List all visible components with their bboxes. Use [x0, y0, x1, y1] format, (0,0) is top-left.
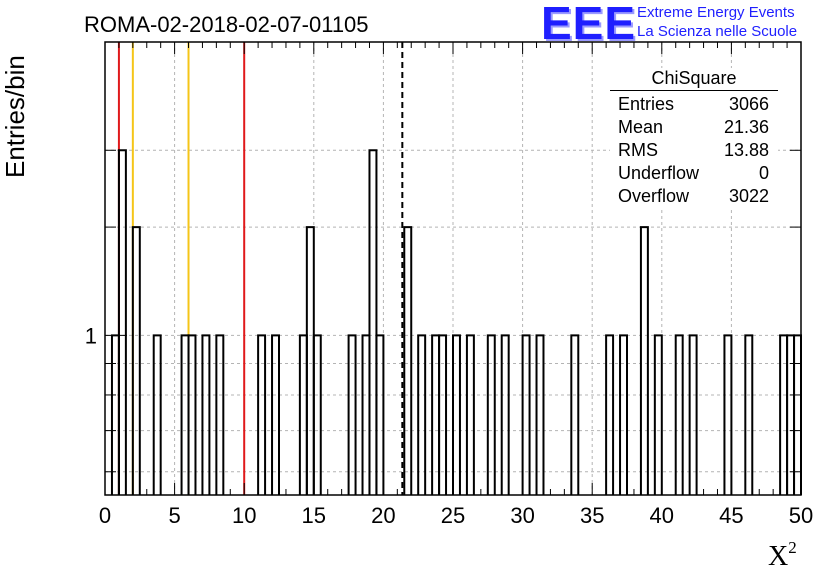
x-tick-label: 45	[719, 503, 743, 528]
histogram-bin	[152, 334, 162, 495]
eee-logo: EEE	[541, 0, 637, 49]
x-tick-label: 30	[510, 503, 534, 528]
histogram-bin	[361, 334, 371, 495]
histogram-bin	[187, 334, 197, 495]
histogram-bin	[452, 334, 461, 495]
stats-label: Entries	[618, 94, 675, 114]
histogram-bin	[535, 334, 545, 495]
histogram-bin	[368, 149, 378, 495]
histogram-bin	[619, 334, 628, 495]
histogram-bin	[117, 149, 127, 495]
histogram-bin	[639, 226, 649, 495]
stats-row-underflow: Underflow 0	[610, 162, 778, 185]
histogram-bin	[312, 334, 322, 495]
histogram-bin	[431, 334, 441, 495]
histogram-bin	[521, 334, 531, 495]
histogram-bin	[131, 226, 141, 495]
x-tick-label: 35	[580, 503, 604, 528]
stats-row-mean: Mean 21.36	[610, 116, 778, 139]
x-tick-label: 25	[441, 503, 465, 528]
histogram-bin	[180, 334, 190, 495]
histogram-bin	[298, 334, 308, 495]
histogram-bin	[786, 334, 796, 495]
stats-value: 13.88	[723, 140, 769, 160]
x-tick-label: 50	[789, 503, 813, 528]
histogram-bin	[486, 334, 496, 495]
x-axis-label: X2	[768, 538, 797, 573]
histogram-bin	[500, 334, 510, 495]
x-tick-label: 10	[232, 503, 256, 528]
chart-title: ROMA-02-2018-02-07-01105	[84, 12, 369, 37]
histogram-bin	[779, 334, 789, 495]
histogram-bin	[201, 334, 211, 495]
x-tick-label: 5	[168, 503, 180, 528]
histogram-bin	[653, 334, 663, 495]
histogram-bin	[688, 334, 698, 495]
stats-row-overflow: Overflow 3022	[610, 185, 778, 208]
histogram-bin	[793, 334, 802, 495]
histogram-bin	[271, 334, 280, 495]
stats-box: ChiSquare Entries 3066 Mean 21.36 RMS 13…	[610, 68, 778, 208]
stats-label: Overflow	[618, 186, 690, 206]
stats-value: 21.36	[723, 117, 769, 137]
histogram-bin	[438, 334, 448, 495]
histogram-bin	[347, 334, 357, 495]
stats-value: 3022	[728, 186, 769, 206]
y-tick-label: 1	[85, 323, 97, 348]
stats-row-entries: Entries 3066	[610, 93, 778, 116]
histogram-bin	[744, 334, 754, 495]
histogram-bin	[417, 334, 427, 495]
histogram-bin	[215, 334, 225, 495]
stats-box-title: ChiSquare	[610, 68, 778, 91]
histogram-bin	[257, 334, 267, 495]
x-tick-label: 0	[99, 503, 111, 528]
stats-value: 0	[758, 163, 769, 183]
stats-label: RMS	[618, 140, 658, 160]
histogram-bin	[110, 334, 120, 495]
x-tick-label: 40	[650, 503, 674, 528]
logo-line-1: Extreme Energy Events	[637, 4, 795, 21]
x-tick-label: 20	[371, 503, 395, 528]
stats-value: 3066	[728, 94, 769, 114]
x-axis-label-base: X	[768, 541, 789, 572]
x-axis-label-superscript: 2	[788, 538, 797, 557]
histogram-bin	[674, 334, 684, 495]
stats-label: Underflow	[618, 163, 700, 183]
histogram-bin	[570, 334, 580, 495]
histogram-bin	[465, 334, 475, 495]
histogram-bin	[723, 334, 733, 495]
stats-row-rms: RMS 13.88	[610, 139, 778, 162]
histogram-bin	[375, 334, 385, 495]
stats-label: Mean	[618, 117, 664, 137]
histogram-bin	[605, 334, 615, 495]
histogram-bin	[305, 226, 315, 495]
logo-line-2: La Scienza nelle Scuole	[637, 23, 798, 40]
x-tick-label: 15	[302, 503, 326, 528]
histogram-bin	[403, 226, 413, 495]
